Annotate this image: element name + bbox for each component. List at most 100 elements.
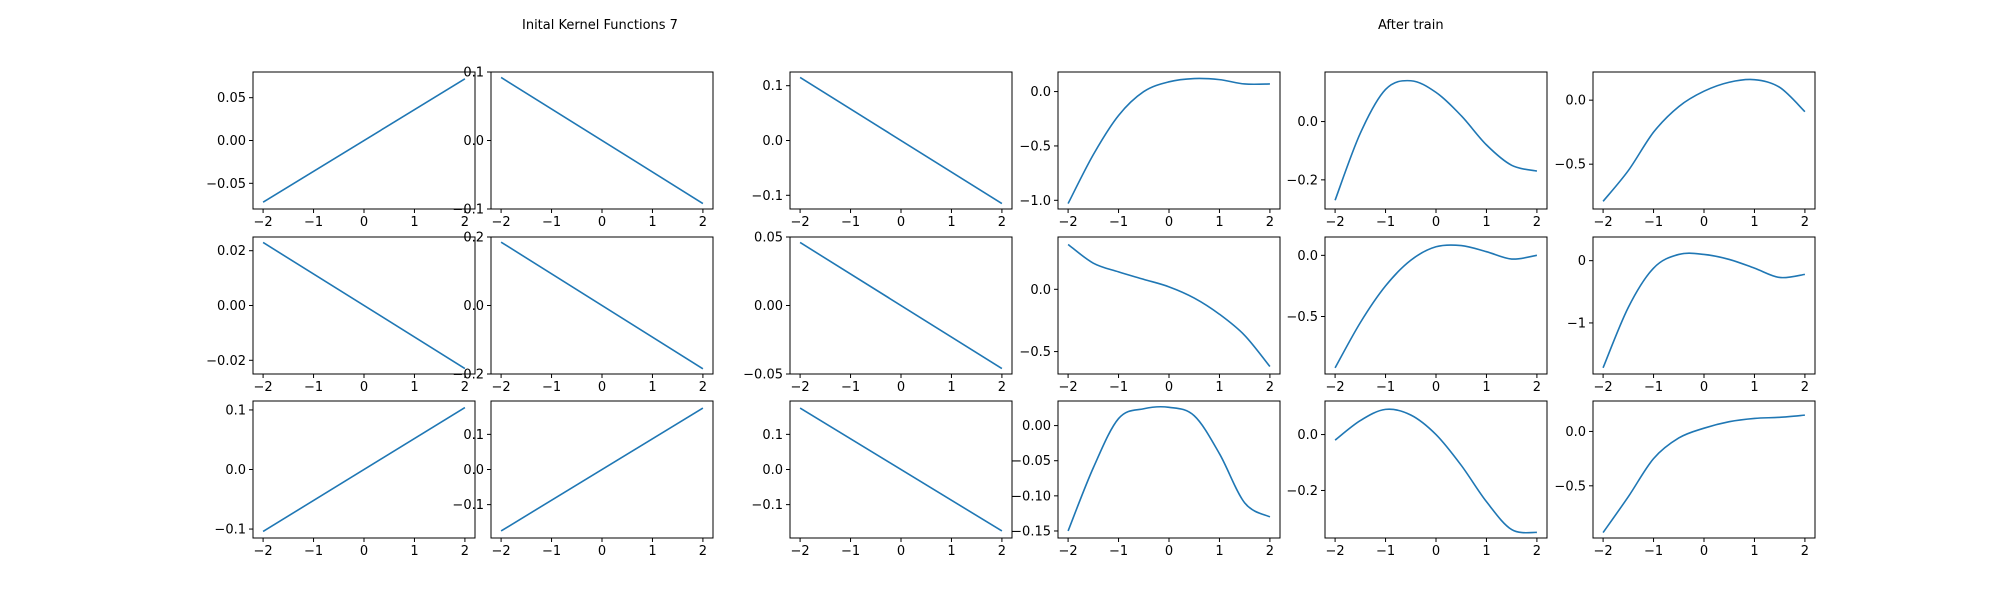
y-tick-label: 0.00 [217,299,246,314]
kernel-curve [1067,405,1271,532]
x-tick-label: 1 [1750,380,1758,395]
kernel-curve [262,406,466,533]
subplot-r2-c3: −2 −1 0 1 2 0.05 0.00 −0.05 [743,231,1013,395]
axes-frame [1324,71,1548,210]
kernel-curve [1067,243,1271,368]
x-tick-label: 2 [699,380,707,395]
x-tick-label: 1 [648,215,656,230]
axes-frame [1324,400,1548,539]
x-tick-label: 0 [360,215,368,230]
x-tick-label: 0 [1432,544,1440,559]
x-tick-label: −1 [304,544,323,559]
kernel-curve [500,407,704,532]
y-tick-label: 0.0 [1297,115,1318,130]
subplot-r2-c5: −2 −1 0 1 2 0.0 −0.5 [1286,236,1548,395]
x-tick-label: −1 [304,380,323,395]
x-tick-label: 1 [648,544,656,559]
x-tick-label: 1 [410,215,418,230]
x-tick-label: 0 [1700,215,1708,230]
kernel-curve [1602,414,1805,534]
x-tick-label: 0 [360,544,368,559]
x-tick-label: 1 [1215,544,1223,559]
axes-frame [1592,236,1816,375]
y-tick-label: 0.0 [1030,283,1051,298]
y-tick-label: 0.00 [1022,419,1051,434]
y-tick-label: 0.0 [762,463,783,478]
x-tick-label: −1 [1644,380,1663,395]
x-tick-label: −2 [791,380,810,395]
x-tick-label: 0 [598,544,606,559]
x-tick-label: 1 [410,380,418,395]
x-tick-label: 2 [1266,215,1274,230]
kernel-curve [1334,79,1538,201]
x-tick-label: −2 [1059,380,1078,395]
subplot-grid: −2 −1 0 1 20.050.00−0.05−2 −1 0 1 20.10.0−0.1−2−… [206,66,1816,559]
x-tick-label: −2 [1326,544,1345,559]
x-tick-label: 2 [461,215,469,230]
y-tick-label: −0.2 [1286,484,1318,499]
y-tick-label: 0.0 [762,134,783,149]
x-tick-label: 0 [1432,380,1440,395]
x-tick-label: 2 [1801,215,1809,230]
y-tick-label: −0.05 [206,177,246,192]
y-tick-label: 0.1 [762,79,783,94]
x-tick-label: 0 [897,380,905,395]
x-tick-label: 1 [1482,215,1490,230]
x-tick-label: 1 [947,380,955,395]
y-tick-label: −1.0 [1019,194,1051,209]
x-tick-label: −2 [254,380,273,395]
x-tick-label: −2 [1059,544,1078,559]
x-tick-label: 1 [947,544,955,559]
kernel-curve [799,76,1003,205]
kernel-curve [262,241,466,370]
kernel-curve [262,78,466,203]
x-tick-label: −1 [1376,215,1395,230]
y-tick-label: 0.1 [225,403,246,418]
x-tick-label: 2 [998,215,1006,230]
x-tick-label: 2 [1266,544,1274,559]
subplot-r1-c2: −2 −1 0 1 2 0.1 0.0 −0.1 [452,66,714,230]
x-tick-label: −1 [841,215,860,230]
y-tick-label: −0.5 [1554,479,1586,494]
subplot-r1-c6: −2 −1 0 1 2 0.0 −0.5 [1554,71,1816,230]
subplot-r2-c4: −2 −1 0 1 2 0.0 −0.5 [1019,236,1281,395]
x-tick-label: 2 [1533,215,1541,230]
y-tick-label: −0.5 [1019,345,1051,360]
subplot-r3-c5: −2 −1 0 1 2 0.0 −0.2 [1286,400,1548,559]
y-tick-label: 0.0 [1030,85,1051,100]
x-tick-label: 1 [1482,544,1490,559]
subplot-r2-c1: −2 −1 0 1 2 0.02 0.00 −0.02 [206,236,476,395]
x-tick-label: −1 [1644,215,1663,230]
x-tick-label: 2 [1801,544,1809,559]
x-tick-label: 2 [461,380,469,395]
subplot-r3-c2: −2 −1 0 1 2 0.1 0.0 −0.1 [452,400,714,559]
y-tick-label: 0.1 [463,66,484,81]
y-tick-label: −0.1 [751,498,783,513]
y-tick-label: −0.10 [1011,489,1051,504]
x-tick-label: −1 [1376,380,1395,395]
x-tick-label: 1 [1750,544,1758,559]
y-tick-label: −0.02 [206,354,246,369]
x-tick-label: 0 [1165,544,1173,559]
y-tick-label: 0.0 [225,463,246,478]
x-tick-label: −2 [492,215,511,230]
x-tick-label: −1 [1109,380,1128,395]
x-tick-label: −2 [1594,215,1613,230]
x-tick-label: 1 [648,380,656,395]
x-tick-label: 1 [947,215,955,230]
x-tick-label: −2 [791,215,810,230]
y-tick-label: 0.0 [1297,428,1318,443]
x-tick-label: 0 [360,380,368,395]
y-tick-label: −0.1 [214,523,246,538]
figure-title-left: Inital Kernel Functions 7 [522,18,678,33]
kernel-curve [1602,78,1806,202]
y-tick-label: 0.0 [463,463,484,478]
subplot-r3-c1: −2 −1 0 1 2 0.1 0.0 −0.1 [214,400,476,559]
y-tick-label: 0 [1578,254,1586,269]
x-tick-label: −1 [1644,544,1663,559]
x-tick-label: −1 [841,380,860,395]
figure-title-right: After train [1378,18,1444,33]
x-tick-label: 1 [1215,380,1223,395]
subplot-r2-c2: −2 −1 0 1 2 0.2 0.0 −0.2 [452,231,714,395]
